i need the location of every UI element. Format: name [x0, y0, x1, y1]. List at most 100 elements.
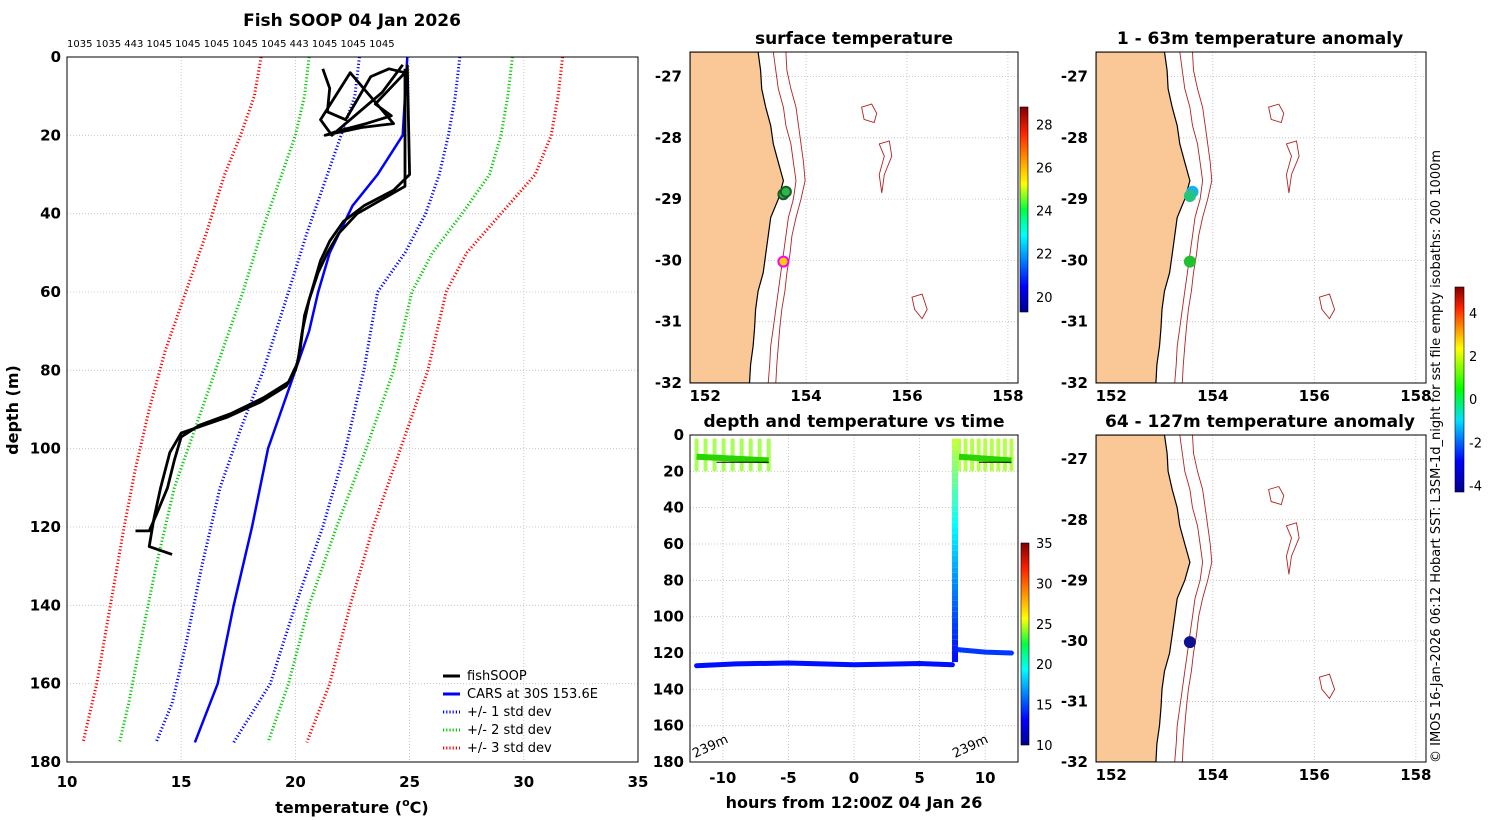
timeseries-ytick-label: 80: [663, 571, 684, 589]
sst-colorbar-tick: 26: [1036, 161, 1053, 176]
profile-line-fishsoop-cast-1: [147, 64, 412, 556]
timeseries-ytick-label: 60: [663, 535, 684, 553]
map-seamount-isobath: [861, 103, 878, 124]
map-station-marker: [1183, 190, 1196, 202]
anomaly-colorbar-tick: 0: [1469, 393, 1477, 408]
map-anom2-title: 64 - 127m temperature anomaly: [1105, 412, 1415, 432]
map-lat-tick-label: -30: [1061, 632, 1088, 650]
map-lon-tick-label: 154: [1197, 766, 1228, 784]
profile-xlabel: temperature (oC): [275, 796, 428, 817]
profile-ytick-label: 0: [51, 48, 61, 66]
profile-ytick-label: 80: [40, 361, 61, 379]
map-lon-tick-label: 154: [1197, 387, 1228, 405]
profile-xtick-label: 10: [57, 773, 78, 791]
profile-ytick-label: 180: [30, 753, 61, 771]
profile-ytick-label: 160: [30, 675, 61, 693]
map-land: [1096, 52, 1191, 383]
profile-line-fishsoop-surface: [319, 63, 407, 137]
map-lat-tick-label: -27: [1061, 450, 1088, 468]
anomaly-colorbar-tick: -4: [1469, 480, 1482, 495]
map-seamount-isobath: [1268, 485, 1285, 506]
timeseries-surface-cluster-1: [694, 438, 771, 472]
map-isobath-200m: [1174, 52, 1204, 383]
profile-ytick-label: 40: [40, 205, 61, 223]
map-seamount-isobath: [1285, 140, 1300, 194]
timeseries-colorbar-tick: 10: [1036, 739, 1053, 754]
profile-ytick-label: 140: [30, 596, 61, 614]
timeseries-ytick-label: 100: [653, 608, 684, 626]
timeseries-surface-band: [696, 453, 769, 464]
map-lat-tick-label: -29: [655, 190, 682, 208]
timeseries-xtick-label: -10: [709, 769, 736, 787]
map-station-marker: [779, 185, 792, 198]
timeseries-ytick-label: 40: [663, 499, 684, 517]
timeseries-upper-track: [952, 646, 1014, 656]
map-isobath-200m: [767, 52, 797, 383]
depth-temperature-time-chart: depth and temperature vs time -10 -5 0 5 10 …: [653, 412, 1053, 812]
map-lat-tick-label: -31: [655, 313, 682, 331]
timeseries-ytick-label: 140: [653, 680, 684, 698]
map-anom1-frame: [1095, 51, 1427, 384]
profile-legend: fishSOOP CARS at 30S 153.6E +/- 1 std dev +…: [443, 669, 598, 756]
map-lat-tick-label: -30: [655, 251, 682, 269]
map-lon-tick-label: 158: [1400, 766, 1431, 784]
anomaly-colorbar-tick: 2: [1469, 350, 1477, 365]
map-lon-tick-label: 152: [689, 387, 720, 405]
map-lat-tick-label: -27: [655, 68, 682, 86]
map-lon-tick-label: 154: [790, 387, 821, 405]
map-seamount-isobath: [911, 293, 928, 320]
temperature-depth-profile-chart: Fish SOOP 04 Jan 2026 1035 1035 443 1045…: [3, 11, 648, 817]
profile-line-minus-3-std: [81, 57, 263, 743]
map-station-marker: [1183, 255, 1196, 268]
map-lat-tick-label: -30: [1061, 251, 1088, 269]
map-sst-title: surface temperature: [755, 29, 953, 49]
map-lat-tick-label: -31: [1061, 692, 1088, 710]
timeseries-xlabel: hours from 12:00Z 04 Jan 26: [726, 793, 983, 812]
timeseries-surface-cluster-2: [956, 438, 1014, 472]
map-lon-tick-label: 152: [1096, 387, 1127, 405]
profile-line-plus-3-std: [305, 57, 565, 743]
map-lon-tick-label: 156: [1299, 387, 1330, 405]
timeseries-xtick-label: 0: [849, 769, 859, 787]
profile-xtick-label: 20: [285, 773, 306, 791]
profile-axes-frame: [66, 56, 639, 763]
profile-xtick-label: 35: [628, 773, 649, 791]
timeseries-ytick-label: 180: [653, 753, 684, 771]
timeseries-deep-track: [694, 660, 955, 669]
profile-top-labels: 1035 1035 443 1045 1045 1045 1045 1045 4…: [67, 39, 395, 50]
map-lat-tick-label: -29: [1061, 190, 1088, 208]
map-lat-tick-label: -28: [1061, 511, 1088, 529]
timeseries-colorbar-tick: 20: [1036, 658, 1053, 673]
map-seamount-isobath: [1285, 522, 1300, 575]
map-isobath-1000m: [775, 52, 806, 383]
timeseries-colorbar-tick: 25: [1036, 618, 1053, 633]
map-sst-frame: [689, 51, 1019, 384]
legend-label: CARS at 30S 153.6E: [467, 687, 598, 702]
map-lat-tick-label: -32: [655, 374, 682, 392]
map-lat-tick-label: -31: [1061, 313, 1088, 331]
timeseries-xtick-label: 5: [914, 769, 924, 787]
profile-ytick-label: 100: [30, 440, 61, 458]
profile-line-fishsoop-cast-2: [135, 68, 407, 533]
profile-ytick-label: 20: [40, 126, 61, 144]
profile-xtick-label: 25: [399, 773, 420, 791]
profile-line-minus-2-std: [118, 57, 311, 743]
map-seamount-isobath: [878, 140, 893, 194]
map-lat-tick-label: -28: [1061, 129, 1088, 147]
timeseries-title: depth and temperature vs time: [704, 412, 1005, 432]
timeseries-colorbar-tick: 35: [1036, 537, 1053, 552]
legend-label: +/- 3 std dev: [467, 741, 552, 756]
timeseries-xtick-label: 10: [975, 769, 996, 787]
timeseries-bottom-label-1: 239m: [690, 732, 730, 761]
map-lon-tick-label: 156: [891, 387, 922, 405]
map-seamount-isobath: [1318, 673, 1336, 700]
map-anom1-title: 1 - 63m temperature anomaly: [1117, 29, 1403, 49]
timeseries-colorbar: [1020, 542, 1030, 746]
side-note: © IMOS 16-Jan-2026 06:12 Hobart SST: L3S…: [1429, 150, 1444, 763]
map-isobath-1000m: [1181, 52, 1213, 383]
surface-temperature-map: surface temperature 152 154 156 158 -27 -28 -2…: [655, 29, 1053, 405]
sst-colorbar-tick: 22: [1036, 248, 1053, 263]
legend-label: fishSOOP: [467, 669, 527, 684]
profile-ytick-label: 60: [40, 283, 61, 301]
